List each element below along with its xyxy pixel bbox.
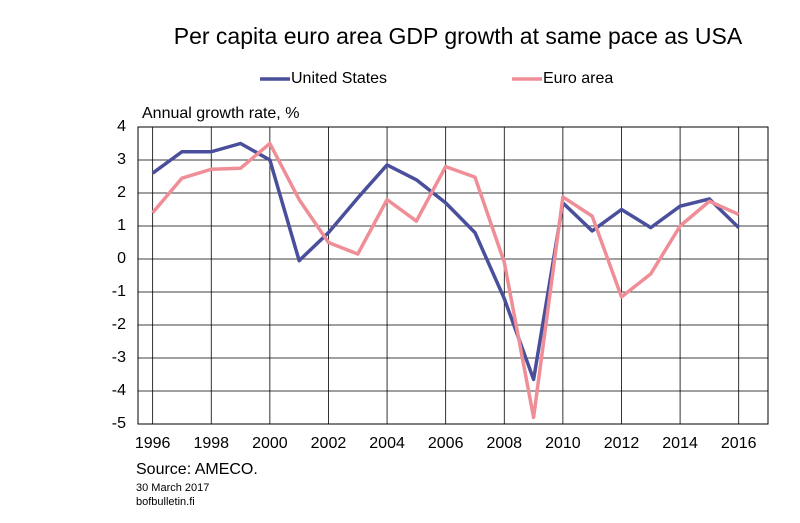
legend-label: Euro area <box>543 70 613 87</box>
y-tick-label: 4 <box>117 118 126 135</box>
site: bofbulletin.fi <box>136 496 195 508</box>
x-tick-label: 2016 <box>721 435 757 452</box>
date: 30 March 2017 <box>136 482 209 494</box>
legend-label: United States <box>291 70 387 87</box>
x-tick-label: 1998 <box>193 435 229 452</box>
y-tick-label: -3 <box>112 349 126 366</box>
x-tick-label: 2006 <box>428 435 464 452</box>
y-tick-label: -4 <box>112 382 126 399</box>
x-tick-label: 2014 <box>662 435 698 452</box>
x-tick-label: 1996 <box>135 435 171 452</box>
plot-frame <box>137 126 769 425</box>
y-tick-label: 1 <box>117 217 126 234</box>
series-line <box>151 141 740 420</box>
x-tick-label: 2002 <box>311 435 347 452</box>
y-tick-label: 3 <box>117 151 126 168</box>
y-tick-label: -1 <box>112 283 126 300</box>
x-tick-label: 2004 <box>369 435 405 452</box>
chart-title: Per capita euro area GDP growth at same … <box>174 23 743 49</box>
y-tick-label: -5 <box>112 415 126 432</box>
y-tick-label: 2 <box>117 184 126 201</box>
y-tick-label: 0 <box>117 250 126 267</box>
y-axis-label: Annual growth rate, % <box>142 105 299 122</box>
x-tick-label: 2008 <box>486 435 522 452</box>
x-tick-label: 2010 <box>545 435 581 452</box>
source: Source: AMECO. <box>136 461 258 478</box>
x-tick-label: 2000 <box>252 435 288 452</box>
y-tick-label: -2 <box>112 316 126 333</box>
series-line <box>151 141 740 382</box>
x-tick-label: 2012 <box>604 435 640 452</box>
